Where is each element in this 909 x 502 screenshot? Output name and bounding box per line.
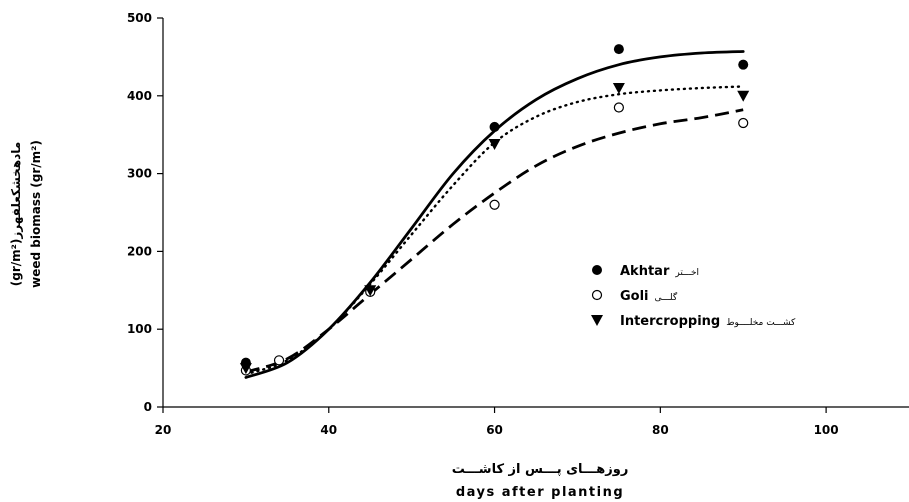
- y-tick-label: 100: [127, 322, 152, 336]
- data-point-goli: [613, 102, 624, 113]
- x-axis-label: days after planting: [456, 485, 624, 500]
- x-tick-label: 80: [652, 423, 669, 437]
- data-point-akhtar: [489, 121, 500, 132]
- data-point-intercropping: [737, 90, 750, 102]
- y-axis-label-fa: مادهخشکعلفهرز(gr/m²): [9, 142, 23, 286]
- legend-label-goli: Goli: [620, 289, 649, 304]
- legend-label-akhtar: Akhtar: [620, 264, 670, 279]
- y-tick-label: 500: [127, 11, 152, 25]
- y-tick-label: 300: [127, 167, 152, 181]
- x-tick-label: 60: [486, 423, 503, 437]
- legend-label-fa-goli: گلـــی: [655, 291, 678, 303]
- y-axis-label: weed biomass (gr/m²): [29, 140, 43, 288]
- data-point-intercropping: [364, 285, 377, 297]
- legend: Akhtar اخـــتر Goli گلـــی Intercropping کشــ…: [591, 264, 796, 329]
- x-tick-label: 100: [814, 423, 839, 437]
- data-point-intercropping: [239, 363, 252, 375]
- legend-marker-goli: [591, 289, 603, 301]
- axes: 0 100 200 300 400 500 20 40 60 80 100: [127, 11, 909, 437]
- data-point-goli: [273, 355, 285, 366]
- x-tick-label: 20: [155, 423, 172, 437]
- data-point-goli: [738, 117, 749, 129]
- data-point-intercropping: [488, 139, 501, 151]
- y-tick-label: 200: [127, 244, 152, 258]
- data-point-akhtar: [738, 59, 749, 70]
- data-point-goli: [489, 199, 500, 210]
- fit-line-intercropping: [244, 85, 745, 376]
- legend-label-fa-akhtar: اخـــتر: [674, 268, 699, 278]
- x-tick-label: 40: [320, 423, 337, 437]
- legend-label-fa-intercropping: کشـــت مخلــــوط: [726, 318, 796, 328]
- legend-label-intercropping: Intercropping: [620, 314, 720, 329]
- y-tick-label: 0: [144, 400, 152, 414]
- y-tick-label: 400: [127, 89, 152, 103]
- legend-marker-intercropping: [591, 315, 603, 326]
- data-points: [239, 44, 750, 376]
- x-axis-label-fa: روزهـــای پـــس از کاشـــت: [452, 462, 629, 477]
- data-point-intercropping: [612, 83, 625, 95]
- legend-marker-akhtar: [592, 265, 602, 275]
- data-point-akhtar: [613, 44, 624, 55]
